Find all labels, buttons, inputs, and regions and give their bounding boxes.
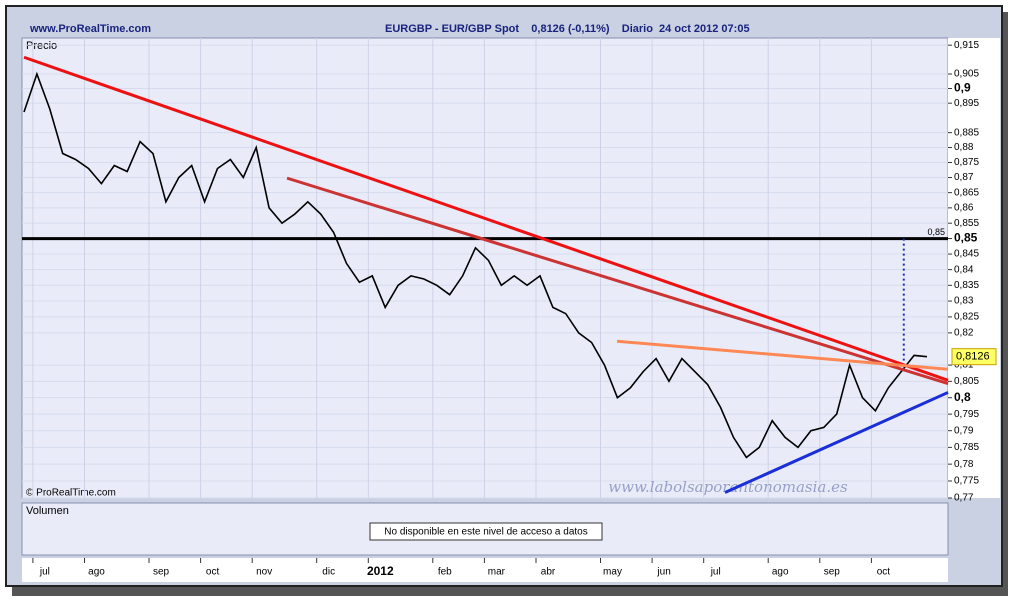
y-tick-label: 0,86	[954, 203, 974, 214]
last-price-label: 0,8126	[956, 351, 990, 363]
x-tick-label: oct	[206, 567, 220, 578]
y-tick-label: 0,83	[954, 296, 974, 307]
y-tick-label: 0,895	[954, 98, 979, 109]
site: www.ProRealTime.com	[29, 23, 151, 35]
y-tick-label: 0,8	[954, 390, 971, 404]
y-tick-label: 0,9	[954, 81, 971, 95]
message-box	[369, 522, 603, 541]
price-line	[23, 71, 928, 459]
trendline	[286, 176, 949, 386]
last-price-box	[951, 348, 997, 366]
trendline	[23, 55, 949, 382]
y-tick-label: 0,82	[954, 328, 974, 339]
trendline	[616, 339, 949, 371]
y-tick-label: 0,865	[954, 187, 979, 198]
plot-area	[21, 37, 949, 499]
y-tick-label: 0,785	[954, 442, 979, 453]
y-tick-label: 0,825	[954, 312, 979, 323]
y-tick-label: 0,85	[954, 231, 978, 245]
trendline	[724, 391, 949, 494]
y-tick-label: 0,78	[954, 459, 974, 470]
y-tick-label: 0,875	[954, 157, 979, 168]
x-tick-label: may	[603, 567, 622, 578]
title: EURGBP - EUR/GBP Spot 0,8126 (-0,11%) Di…	[385, 23, 750, 35]
x-tick-label: jul	[710, 567, 721, 578]
y-tick-label: 0,79	[954, 425, 974, 436]
x-tick-label: 2012	[367, 564, 394, 578]
support-label: 0,85	[927, 227, 945, 237]
x-tick-label: abr	[541, 567, 556, 578]
volume-label: Volumen	[26, 505, 69, 517]
y-tick-label: 0,81	[954, 360, 974, 371]
axis-area	[948, 38, 1000, 498]
y-tick-label: 0,87	[954, 172, 974, 183]
y-tick-label: 0,905	[954, 69, 979, 80]
y-tick-label: 0,775	[954, 476, 979, 487]
watermark: www.labolsaporantonomasia.es	[608, 478, 848, 496]
y-tick-label: 0,885	[954, 127, 979, 138]
x-axis-area	[22, 558, 948, 582]
y-tick-label: 0,77	[954, 493, 974, 504]
x-tick-label: sep	[824, 567, 841, 578]
panel-label: Precio	[26, 40, 57, 52]
x-tick-label: oct	[877, 567, 891, 578]
x-tick-label: dic	[322, 567, 335, 578]
x-tick-label: ago	[772, 567, 789, 578]
x-tick-label: feb	[438, 567, 452, 578]
copyright: © ProRealTime.com	[26, 488, 116, 499]
y-tick-label: 0,855	[954, 218, 979, 229]
y-tick-label: 0,805	[954, 376, 979, 387]
x-tick-label: jun	[656, 567, 670, 578]
x-tick-label: sep	[153, 567, 170, 578]
y-tick-label: 0,845	[954, 249, 979, 260]
y-tick-label: 0,84	[954, 264, 974, 275]
y-tick-label: 0,88	[954, 142, 974, 153]
y-tick-label: 0,795	[954, 409, 979, 420]
volume-message: No disponible en este nivel de acceso a …	[384, 527, 587, 538]
x-tick-label: mar	[488, 567, 506, 578]
y-tick-label: 0,915	[954, 40, 979, 51]
x-tick-label: ago	[88, 567, 105, 578]
x-tick-label: jul	[39, 567, 50, 578]
y-tick-label: 0,835	[954, 280, 979, 291]
x-tick-label: nov	[256, 567, 272, 578]
